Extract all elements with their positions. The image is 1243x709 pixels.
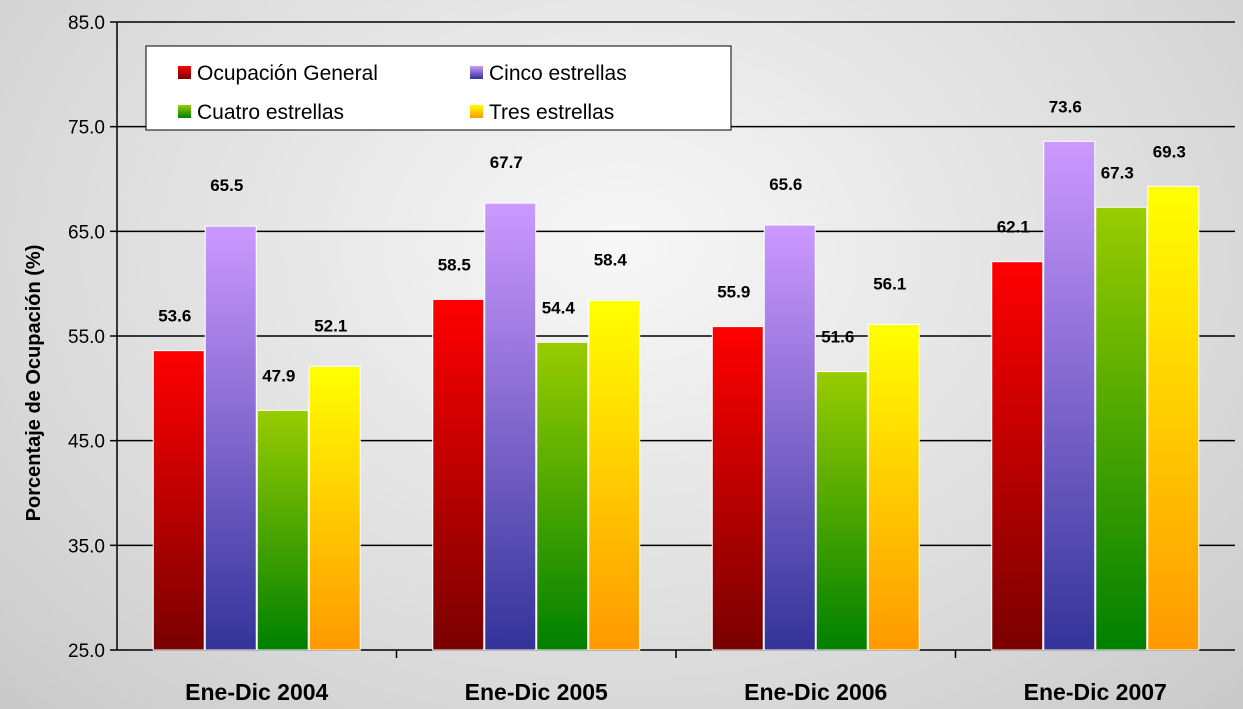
legend-swatch	[470, 105, 483, 118]
data-labels: 53.6 65.5 47.9 52.1 58.5 67.7 54.4 58.4 55.9 65.6…	[158, 97, 1186, 385]
bar	[1095, 206, 1148, 651]
axes: 25.0 35.0 45.0 55.0 65.0 75.0 85.0 Ene-Dic 2004…	[68, 13, 1235, 705]
legend-box	[145, 45, 732, 131]
legend-label: Cinco estrellas	[489, 62, 627, 85]
data-label: 58.5	[438, 255, 471, 274]
bar	[1147, 185, 1200, 651]
x-category-label: Ene-Dic 2007	[1024, 679, 1167, 705]
bar	[432, 298, 485, 651]
legend-swatch	[178, 66, 191, 79]
data-label: 73.6	[1049, 97, 1082, 116]
y-tick-label: 55.0	[68, 327, 105, 348]
data-label: 65.6	[769, 175, 802, 194]
data-label: 65.5	[210, 176, 243, 195]
legend-swatch	[470, 66, 483, 79]
y-tick-label: 85.0	[68, 13, 105, 34]
data-label: 47.9	[262, 366, 295, 385]
bar	[711, 326, 764, 651]
bar	[763, 224, 816, 651]
bar	[588, 299, 641, 651]
y-tick-label: 25.0	[68, 641, 105, 662]
bar	[536, 341, 589, 651]
bar	[256, 409, 309, 651]
data-label: 62.1	[997, 218, 1030, 237]
data-label: 67.3	[1101, 163, 1134, 182]
data-label: 55.9	[717, 283, 750, 302]
data-label: 52.1	[314, 316, 347, 335]
data-label: 56.1	[873, 274, 906, 293]
x-category-label: Ene-Dic 2006	[744, 679, 887, 705]
y-tick-label: 65.0	[68, 222, 105, 243]
bar	[1043, 140, 1096, 651]
x-category-label: Ene-Dic 2005	[465, 679, 608, 705]
bar	[484, 202, 537, 651]
data-label: 58.4	[594, 250, 628, 269]
bar	[815, 371, 868, 651]
data-label: 51.6	[821, 328, 854, 347]
bars	[152, 140, 1200, 651]
legend: Ocupación General Cinco estrellas Cuatro e…	[145, 45, 732, 131]
y-tick-label: 35.0	[68, 536, 105, 557]
bar	[308, 365, 361, 651]
data-label: 53.6	[158, 307, 191, 326]
y-axis-title: Porcentaje de Ocupación (%)	[23, 245, 45, 522]
data-label: 67.7	[490, 153, 523, 172]
legend-label: Tres estrellas	[489, 101, 614, 124]
legend-label: Cuatro estrellas	[197, 101, 344, 124]
bar	[204, 225, 257, 651]
y-tick-label: 45.0	[68, 432, 105, 453]
bar	[152, 350, 205, 651]
bar	[991, 261, 1044, 651]
legend-label: Ocupación General	[197, 62, 378, 85]
y-tick-label: 75.0	[68, 118, 105, 139]
data-label: 54.4	[542, 298, 576, 317]
data-label: 69.3	[1153, 142, 1186, 161]
bar	[867, 323, 920, 651]
legend-swatch	[178, 105, 191, 118]
x-category-label: Ene-Dic 2004	[185, 679, 328, 705]
